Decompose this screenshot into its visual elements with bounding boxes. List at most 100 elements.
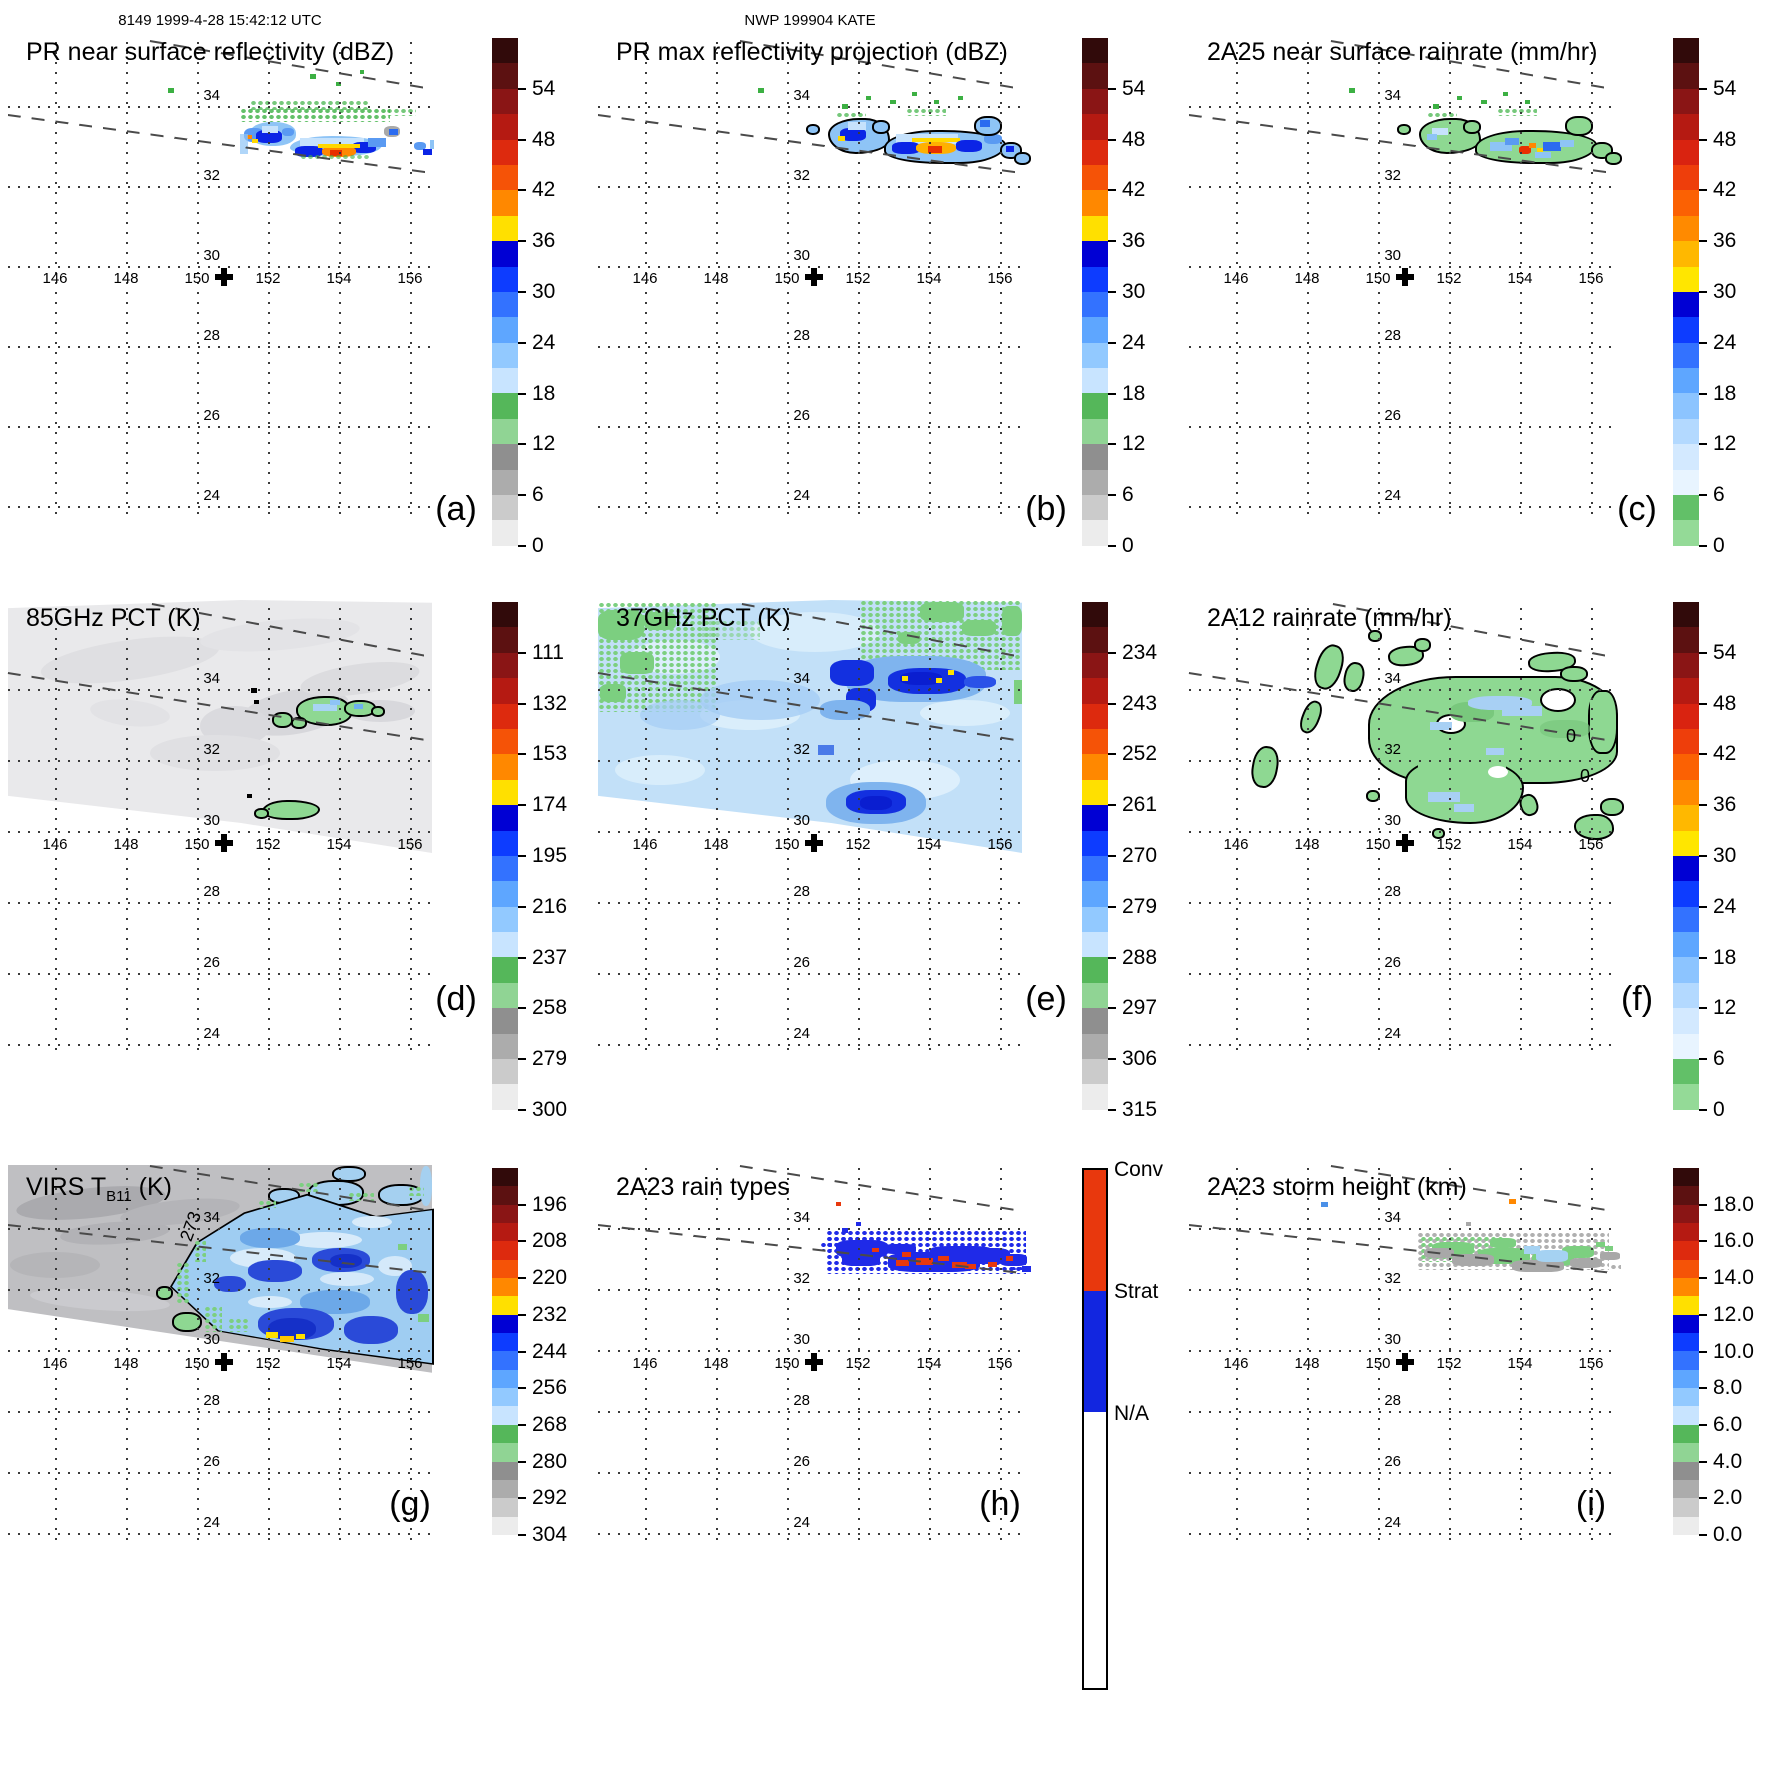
data-field-shape <box>228 1318 250 1332</box>
data-field-shape <box>836 112 866 118</box>
colorbar-tick-label: 288 <box>1122 945 1158 969</box>
colorbar-tick <box>518 1387 526 1390</box>
colorbar-tick <box>1699 1534 1707 1536</box>
colorbar-segment <box>1082 652 1108 679</box>
gridline-lon <box>929 600 931 1050</box>
colorbar-segment <box>1082 393 1108 419</box>
colorbar-segment <box>1673 1186 1699 1205</box>
data-field-shape <box>1414 638 1431 652</box>
lon-label: 146 <box>42 1355 68 1372</box>
colorbar-segment <box>1673 728 1699 755</box>
data-field-shape <box>842 1254 880 1266</box>
colorbar-segment <box>1673 342 1699 369</box>
data-field-shape <box>280 1336 294 1342</box>
gridline-lon <box>339 35 341 514</box>
colorbar-segment <box>1673 291 1699 318</box>
colorbar-tick <box>518 189 526 192</box>
panel-title: 2A23 rain types <box>616 1173 790 1201</box>
colorbar-tick-label: 292 <box>532 1486 568 1510</box>
lon-label: 152 <box>1436 836 1462 853</box>
data-field-shape <box>896 1260 909 1266</box>
gridline-lon <box>197 600 199 1050</box>
colorbar-segment <box>1673 88 1699 115</box>
gridline-lat <box>1189 689 1613 691</box>
data-field-shape <box>948 670 954 675</box>
colorbar-segment <box>1082 114 1108 140</box>
data-field-shape <box>1006 146 1014 152</box>
gridline-lon <box>787 1165 789 1540</box>
colorbar-tick-label: 18 <box>1713 945 1737 969</box>
panel-title: PR near surface reflectivity (dBZ) <box>26 38 395 66</box>
data-field-shape <box>423 149 432 155</box>
lat-label: 28 <box>203 1392 220 1409</box>
colorbar-segment <box>492 982 518 1009</box>
colorbar-segment <box>1082 63 1108 89</box>
colorbar-tick <box>1699 1423 1707 1426</box>
colorbar-segment <box>1673 627 1699 653</box>
gridline-lat <box>598 106 1022 108</box>
lon-label: 146 <box>632 270 658 287</box>
data-field-shape <box>310 74 316 79</box>
data-field-shape <box>1349 88 1355 93</box>
colorbar-segment <box>1673 38 1699 64</box>
data-field-shape <box>330 700 340 705</box>
lat-label: 28 <box>203 327 220 344</box>
lat-label: 34 <box>203 87 220 104</box>
data-field-shape <box>313 704 337 711</box>
gridline-lon <box>1591 1165 1593 1540</box>
gridline-lon <box>1520 600 1522 1050</box>
colorbar-segment <box>1673 139 1699 165</box>
colorbar-tick-label: 36 <box>532 229 556 253</box>
gridline-lon <box>1449 600 1451 1050</box>
colorbar-segment <box>1673 190 1699 216</box>
data-field-shape <box>332 1166 366 1182</box>
panel-letter: (h) <box>979 1485 1021 1523</box>
colorbar-tick <box>1699 392 1707 395</box>
data-field-shape <box>906 108 946 116</box>
colorbar-tick <box>1699 1313 1707 1316</box>
storm-center-marker <box>811 1353 817 1371</box>
colorbar-tick <box>1699 956 1707 959</box>
colorbar-segment <box>1673 63 1699 89</box>
colorbar-segment <box>1082 520 1108 546</box>
data-field-shape <box>398 1244 407 1250</box>
storm-name-header: NWP 199904 KATE <box>744 12 876 29</box>
colorbar-segment <box>492 1516 518 1535</box>
data-field-shape <box>352 1216 392 1228</box>
data-field-shape <box>902 676 908 681</box>
colorbar-tick-label: 252 <box>1122 742 1158 766</box>
data-field-shape <box>700 620 760 640</box>
orbit-datetime-header: 8149 1999-4-28 15:42:12 UTC <box>118 12 322 29</box>
colorbar-segment <box>1673 881 1699 907</box>
data-field-shape <box>1490 1238 1516 1248</box>
colorbar-segment <box>492 1084 518 1110</box>
colorbar-segment <box>1673 652 1699 679</box>
data-field-shape <box>150 735 280 771</box>
gridline-lat <box>598 1350 1022 1352</box>
data-field-shape <box>1505 138 1519 145</box>
colorbar-tick <box>1108 189 1116 192</box>
colorbar-segment <box>1673 805 1699 831</box>
colorbar-tick-label: 268 <box>532 1412 568 1436</box>
data-field-shape <box>240 1228 300 1248</box>
data-field-shape <box>254 700 259 704</box>
colorbar-segment <box>492 627 518 653</box>
lon-label: 154 <box>1507 836 1533 853</box>
data-field-shape <box>298 1182 320 1192</box>
data-field-shape <box>1428 792 1460 802</box>
colorbar-segment <box>1082 469 1108 496</box>
colorbar-tick <box>1699 87 1707 90</box>
data-field-shape <box>296 1334 305 1339</box>
data-field-shape <box>928 146 942 153</box>
gridline-lon <box>197 1165 199 1540</box>
colorbar-tick-label: 234 <box>1122 640 1158 664</box>
data-field-shape <box>352 142 376 153</box>
colorbar-segment <box>492 266 518 292</box>
colorbar-segment <box>1673 1351 1699 1370</box>
lon-label: 148 <box>1294 1355 1320 1372</box>
colorbar-tick <box>518 1058 526 1061</box>
lat-label: 32 <box>1384 167 1401 184</box>
lon-label: 150 <box>1365 270 1391 287</box>
lon-label: 156 <box>1578 270 1604 287</box>
colorbar-segment <box>492 63 518 89</box>
